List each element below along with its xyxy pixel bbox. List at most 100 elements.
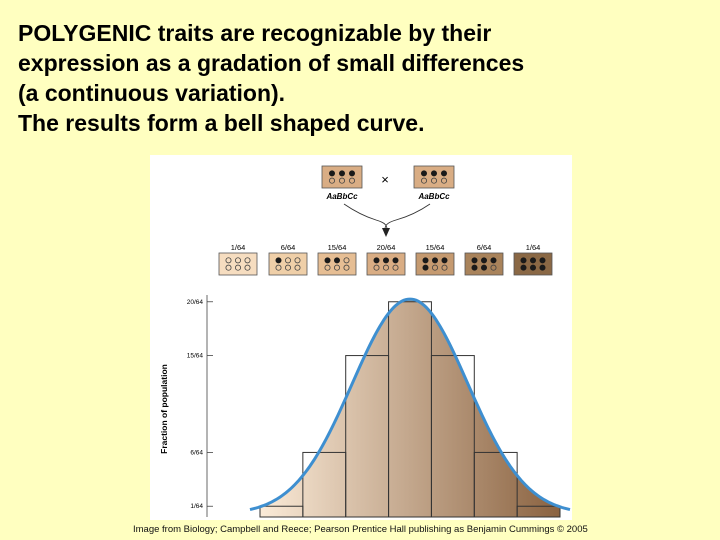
offspring-box <box>415 252 455 276</box>
allele-dark-dot <box>348 170 355 177</box>
allele-light-dot <box>333 264 340 271</box>
allele-light-dot <box>441 264 448 271</box>
heading-line-4: The results form a bell shaped curve. <box>18 110 425 136</box>
allele-light-dot <box>284 257 291 264</box>
allele-dark-dot <box>431 257 438 264</box>
allele-light-dot <box>294 264 301 271</box>
histogram-bar <box>473 451 518 518</box>
allele-light-dot <box>235 257 242 264</box>
allele-light-dot <box>343 264 350 271</box>
polygenic-figure: AaBbCc × AaBbCc 1/64 6/64 15/64 20/64 15/64 6… <box>150 155 572 520</box>
allele-dark-dot <box>539 257 546 264</box>
histogram-bar <box>516 505 561 518</box>
cross-arrow-lines <box>343 203 431 232</box>
allele-light-dot <box>382 264 389 271</box>
allele-dark-dot <box>520 264 527 271</box>
y-tick-label: 6/64 <box>190 449 203 456</box>
offspring-box <box>218 252 258 276</box>
allele-dark-dot <box>480 257 487 264</box>
offspring-1: 1/64 <box>218 243 258 276</box>
polygenic-diagram: AaBbCc × AaBbCc 1/64 6/64 15/64 20/64 15/64 6… <box>159 165 571 518</box>
allele-light-dot <box>431 264 438 271</box>
parent-right-box <box>413 165 455 189</box>
allele-light-dot <box>440 177 447 184</box>
offspring-7: 1/64 <box>513 243 553 276</box>
offspring-box <box>317 252 357 276</box>
offspring-6: 6/64 <box>464 243 504 276</box>
allele-light-dot <box>324 264 331 271</box>
y-tick-label: 1/64 <box>190 503 203 510</box>
allele-light-dot <box>430 177 437 184</box>
offspring-fraction-label: 15/64 <box>426 243 445 252</box>
allele-dark-dot <box>440 170 447 177</box>
allele-dark-dot <box>471 257 478 264</box>
allele-dark-dot <box>422 264 429 271</box>
allele-dark-dot <box>333 257 340 264</box>
allele-light-dot <box>225 264 232 271</box>
allele-light-dot <box>275 264 282 271</box>
y-tick-label: 20/64 <box>187 299 204 306</box>
y-axis-ticks: 20/64 15/64 6/64 1/64 <box>187 299 213 510</box>
parent-right-genotype: AaBbCc <box>417 192 450 201</box>
allele-light-dot <box>225 257 232 264</box>
offspring-box <box>464 252 504 276</box>
histogram-bar <box>430 355 475 518</box>
offspring-5: 15/64 <box>415 243 455 276</box>
offspring-fraction-label: 6/64 <box>281 243 296 252</box>
heading-line-2: expression as a gradation of small diffe… <box>18 50 525 76</box>
offspring-fraction-label: 1/64 <box>526 243 541 252</box>
cross-symbol: × <box>381 172 389 187</box>
allele-dark-dot <box>430 170 437 177</box>
allele-light-dot <box>420 177 427 184</box>
histogram-bars <box>259 301 561 518</box>
parent-left-box <box>321 165 363 189</box>
parent-left-alleles <box>328 170 355 184</box>
allele-dark-dot <box>338 170 345 177</box>
allele-light-dot <box>244 264 251 271</box>
allele-dark-dot <box>529 257 536 264</box>
allele-light-dot <box>284 264 291 271</box>
allele-dark-dot <box>520 257 527 264</box>
allele-light-dot <box>490 264 497 271</box>
allele-light-dot <box>294 257 301 264</box>
bell-curve <box>249 297 571 512</box>
heading-line-1: POLYGENIC traits are recognizable by the… <box>18 20 492 46</box>
parent-left: AaBbCc <box>321 165 363 201</box>
y-tick-label: 15/64 <box>187 353 204 360</box>
cross-arrow-head <box>382 228 390 237</box>
allele-dark-dot <box>420 170 427 177</box>
image-credit: Image from Biology; Campbell and Reece; … <box>133 524 588 535</box>
y-axis-label: Fraction of population <box>159 364 169 454</box>
allele-light-dot <box>392 264 399 271</box>
allele-light-dot <box>338 177 345 184</box>
allele-light-dot <box>373 264 380 271</box>
allele-dark-dot <box>471 264 478 271</box>
parent-left-genotype: AaBbCc <box>325 192 358 201</box>
allele-dark-dot <box>324 257 331 264</box>
slide-heading: POLYGENIC traits are recognizable by the… <box>18 18 708 138</box>
allele-dark-dot <box>539 264 546 271</box>
offspring-3: 15/64 <box>317 243 357 276</box>
parent-right: AaBbCc <box>413 165 455 201</box>
allele-light-dot <box>235 264 242 271</box>
offspring-box <box>366 252 406 276</box>
offspring-fraction-label: 20/64 <box>377 243 396 252</box>
allele-dark-dot <box>480 264 487 271</box>
allele-light-dot <box>343 257 350 264</box>
offspring-fraction-label: 15/64 <box>328 243 347 252</box>
offspring-2: 6/64 <box>268 243 308 276</box>
allele-dark-dot <box>441 257 448 264</box>
allele-light-dot <box>348 177 355 184</box>
allele-dark-dot <box>490 257 497 264</box>
allele-dark-dot <box>382 257 389 264</box>
heading-line-3: (a continuous variation). <box>18 80 286 106</box>
allele-dark-dot <box>392 257 399 264</box>
allele-dark-dot <box>422 257 429 264</box>
allele-dark-dot <box>328 170 335 177</box>
offspring-fraction-label: 1/64 <box>231 243 246 252</box>
bell-gradient-fill <box>260 299 560 517</box>
allele-light-dot <box>328 177 335 184</box>
allele-dark-dot <box>275 257 282 264</box>
distribution-chart: 20/64 15/64 6/64 1/64 Fraction of populatio… <box>159 295 571 518</box>
parent-right-alleles <box>420 170 447 184</box>
